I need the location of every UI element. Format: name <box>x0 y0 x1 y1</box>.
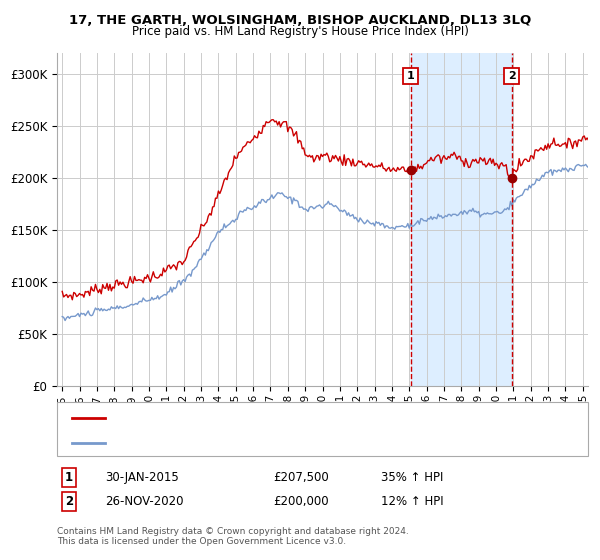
Text: £207,500: £207,500 <box>273 470 329 484</box>
Text: 1: 1 <box>65 470 73 484</box>
Text: 35% ↑ HPI: 35% ↑ HPI <box>381 470 443 484</box>
Text: Price paid vs. HM Land Registry's House Price Index (HPI): Price paid vs. HM Land Registry's House … <box>131 25 469 38</box>
Text: 12% ↑ HPI: 12% ↑ HPI <box>381 494 443 508</box>
Text: 17, THE GARTH, WOLSINGHAM, BISHOP AUCKLAND, DL13 3LQ: 17, THE GARTH, WOLSINGHAM, BISHOP AUCKLA… <box>69 14 531 27</box>
Text: 17, THE GARTH, WOLSINGHAM, BISHOP AUCKLAND, DL13 3LQ (detached house): 17, THE GARTH, WOLSINGHAM, BISHOP AUCKLA… <box>111 413 529 423</box>
Text: Contains HM Land Registry data © Crown copyright and database right 2024.
This d: Contains HM Land Registry data © Crown c… <box>57 526 409 546</box>
Text: 30-JAN-2015: 30-JAN-2015 <box>105 470 179 484</box>
Text: 26-NOV-2020: 26-NOV-2020 <box>105 494 184 508</box>
Text: 2: 2 <box>65 494 73 508</box>
Text: £200,000: £200,000 <box>273 494 329 508</box>
Bar <box>410 53 512 386</box>
Text: 2: 2 <box>508 71 515 81</box>
Text: HPI: Average price, detached house, County Durham: HPI: Average price, detached house, Coun… <box>111 438 386 447</box>
Text: 1: 1 <box>407 71 415 81</box>
